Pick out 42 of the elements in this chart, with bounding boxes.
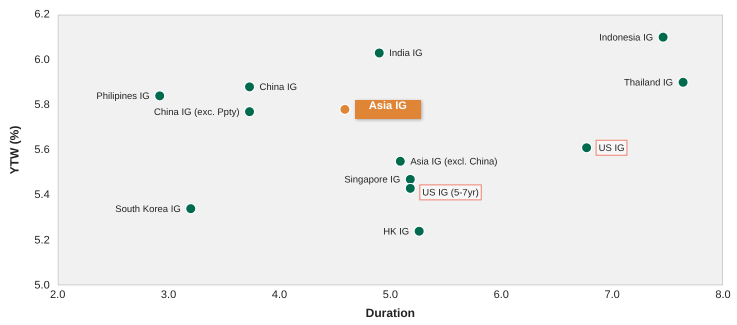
point [154, 90, 166, 102]
y-tick-label: 5.8 [34, 98, 50, 111]
point [678, 76, 689, 88]
annotation: South Korea IG [115, 204, 181, 215]
point [658, 32, 669, 43]
point [374, 47, 385, 58]
x-tick-label: 8.0 [715, 289, 731, 302]
annotation: Indonesia IG [599, 32, 654, 44]
y-tick-label: 5.0 [34, 279, 50, 292]
point [394, 156, 406, 167]
y-tick-label: 5.6 [34, 144, 50, 156]
annotation: Asia IG (excl. China) [410, 156, 498, 168]
annotation: Thailand IG [624, 77, 674, 88]
x-tick-label: 3.0 [160, 289, 176, 302]
point [404, 182, 416, 194]
annotation: Singapore IG [344, 174, 400, 186]
point [414, 226, 425, 237]
annotation: HK IG [383, 226, 410, 238]
annotation: India IG [389, 48, 423, 60]
y-axis-title: YTW (%) [8, 126, 22, 174]
point [581, 142, 592, 154]
annotation: US IG [598, 142, 624, 154]
annotation: China IG (exc. Ppty) [154, 106, 240, 118]
y-tick-label: 5.4 [34, 189, 50, 202]
y-tick-label: 5.2 [34, 234, 50, 246]
point [244, 81, 256, 92]
annotation: US IG (5-7yr) [422, 187, 479, 198]
point [339, 104, 350, 115]
annotation: China IG [260, 82, 298, 93]
x-tick-label: 2.0 [50, 289, 66, 302]
x-tick-label: 4.0 [272, 289, 288, 302]
y-tick-label: 6.0 [34, 54, 50, 66]
annotation: Philipines IG [96, 90, 150, 102]
x-axis-title: Duration [366, 306, 416, 320]
y-tick-label: 6.2 [34, 8, 50, 21]
point [404, 174, 416, 185]
point [244, 106, 256, 118]
x-tick-label: 7.0 [604, 289, 620, 302]
x-tick-label: 5.0 [382, 289, 398, 302]
annotation: Asia IG [354, 100, 421, 120]
x-tick-label: 6.0 [494, 289, 509, 302]
point [185, 203, 196, 214]
